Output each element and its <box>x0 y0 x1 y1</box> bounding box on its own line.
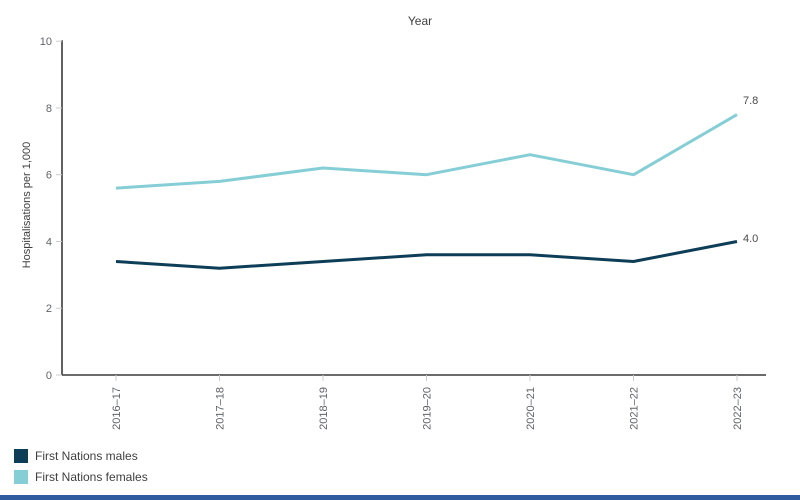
y-tick-label: 0 <box>46 370 52 382</box>
y-tick-label: 10 <box>40 36 52 48</box>
footer-brand-bar <box>0 495 800 500</box>
legend-label-males: First Nations males <box>35 448 138 463</box>
y-tick-label: 2 <box>46 303 52 315</box>
x-tick-label: 2020–21 <box>525 387 537 430</box>
x-tick-label: 2022–23 <box>732 387 744 430</box>
females-color-swatch <box>14 469 28 484</box>
x-tick-label: 2017–18 <box>215 387 227 430</box>
legend-label-females: First Nations females <box>35 469 148 484</box>
x-tick-label: 2019–20 <box>422 387 434 430</box>
legend-item-females: First Nations females <box>14 469 148 484</box>
y-tick-label: 6 <box>46 170 52 182</box>
y-tick-label: 4 <box>46 236 52 248</box>
x-tick-label: 2018–19 <box>318 387 330 430</box>
series-line-first-nations-males <box>115 240 738 270</box>
data-label-males: 4.0 <box>743 233 759 246</box>
males-color-swatch <box>14 448 28 463</box>
x-tick-label: 2021–22 <box>629 387 641 430</box>
x-tick-label: 2016–17 <box>111 387 123 430</box>
y-tick-label: 8 <box>46 103 52 115</box>
data-label-females: 7.8 <box>743 94 759 107</box>
x-axis-title: Year <box>407 14 433 28</box>
series-line-first-nations-females <box>115 113 738 190</box>
legend-item-males: First Nations males <box>14 448 148 463</box>
chart-legend: First Nations males First Nations female… <box>14 448 148 490</box>
